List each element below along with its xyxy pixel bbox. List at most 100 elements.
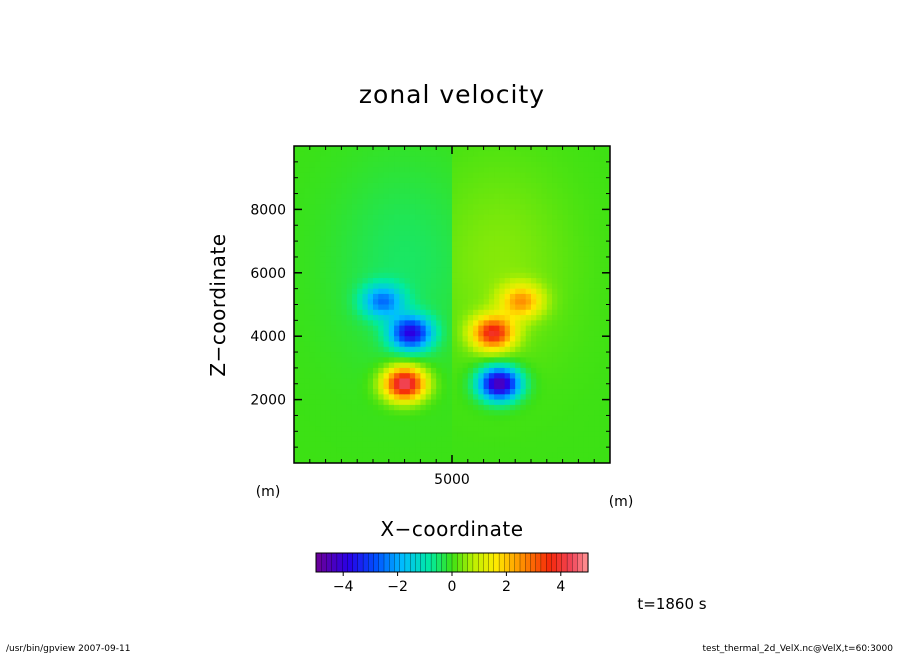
field-cell — [546, 172, 553, 179]
field-cell — [467, 373, 474, 380]
field-cell — [494, 330, 500, 337]
field-cell — [541, 325, 548, 332]
field-cell — [430, 399, 437, 406]
field-cell — [325, 288, 332, 295]
field-cell — [573, 389, 579, 395]
field-cell — [504, 315, 511, 321]
field-cell — [441, 241, 448, 247]
field-cell — [583, 367, 590, 374]
field-cell — [415, 262, 421, 269]
field-cell — [325, 193, 332, 200]
field-cell — [594, 447, 601, 454]
field-cell — [388, 209, 395, 216]
field-cell — [483, 441, 490, 448]
field-cell — [430, 293, 437, 300]
field-cell — [488, 204, 495, 210]
field-cell — [473, 241, 479, 247]
field-cell — [294, 209, 300, 216]
field-cell — [346, 315, 353, 321]
field-cell — [399, 447, 406, 454]
field-cell — [341, 389, 348, 395]
field-cell — [351, 325, 358, 332]
field-cell — [446, 441, 453, 448]
field-cell — [467, 383, 474, 390]
field-cell — [515, 415, 522, 422]
field-cell — [452, 219, 458, 226]
colorbar — [315, 552, 589, 573]
field-cell — [425, 410, 432, 417]
field-cell — [383, 357, 390, 364]
field-cell — [378, 204, 385, 210]
field-cell — [388, 214, 395, 221]
field-cell — [573, 193, 579, 200]
field-cell — [525, 330, 532, 337]
field-cell — [494, 357, 500, 364]
field-cell — [336, 262, 342, 269]
field-cell — [594, 457, 601, 463]
field-cell — [499, 299, 506, 306]
field-cell — [552, 235, 558, 242]
field-cell — [399, 288, 406, 295]
field-cell — [562, 293, 569, 300]
field-cell — [483, 151, 490, 158]
field-cell — [446, 214, 453, 221]
field-cell — [567, 256, 574, 263]
field-cell — [546, 235, 553, 242]
field-cell — [483, 357, 490, 364]
field-cell — [394, 251, 400, 258]
field-cell — [583, 420, 590, 427]
field-cell — [388, 241, 395, 247]
field-cell — [604, 283, 610, 290]
field-cell — [509, 389, 516, 395]
field-cell — [536, 209, 543, 216]
field-cell — [325, 230, 332, 237]
field-cell — [346, 198, 353, 205]
field-cell — [573, 241, 579, 247]
field-cell — [478, 219, 485, 226]
field-cell — [394, 288, 400, 295]
field-cell — [299, 288, 306, 295]
field-cell — [346, 151, 353, 158]
field-cell — [546, 278, 553, 284]
field-cell — [299, 309, 306, 316]
field-cell — [330, 267, 337, 274]
field-cell — [362, 235, 369, 242]
field-cell — [452, 156, 458, 163]
colorbar-segment — [368, 552, 375, 573]
field-cell — [388, 262, 395, 269]
field-cell — [583, 272, 590, 279]
field-cell — [299, 161, 306, 168]
field-cell — [341, 209, 348, 216]
field-cell — [367, 256, 374, 263]
field-cell — [541, 336, 548, 343]
field-cell — [320, 394, 327, 401]
field-cell — [388, 299, 395, 306]
field-cell — [457, 457, 464, 463]
field-cell — [409, 357, 416, 364]
field-cell — [309, 373, 316, 380]
field-cell — [346, 399, 353, 406]
field-cell — [388, 156, 395, 163]
field-cell — [462, 225, 469, 232]
field-cell — [378, 193, 385, 200]
field-cell — [399, 293, 406, 300]
field-cell — [294, 172, 300, 179]
field-cell — [509, 431, 516, 438]
field-cell — [309, 225, 316, 232]
field-cell — [320, 151, 327, 158]
field-cell — [346, 336, 353, 343]
field-cell — [320, 299, 327, 306]
field-cell — [499, 161, 506, 168]
field-cell — [373, 251, 379, 258]
field-cell — [446, 230, 453, 237]
field-cell — [483, 415, 490, 422]
field-cell — [504, 367, 511, 374]
colorbar-segment — [362, 552, 369, 573]
field-cell — [346, 267, 353, 274]
field-cell — [541, 193, 548, 200]
field-cell — [578, 151, 585, 158]
field-cell — [552, 193, 558, 200]
field-cell — [446, 246, 453, 253]
field-cell — [457, 404, 464, 411]
field-cell — [441, 256, 448, 263]
